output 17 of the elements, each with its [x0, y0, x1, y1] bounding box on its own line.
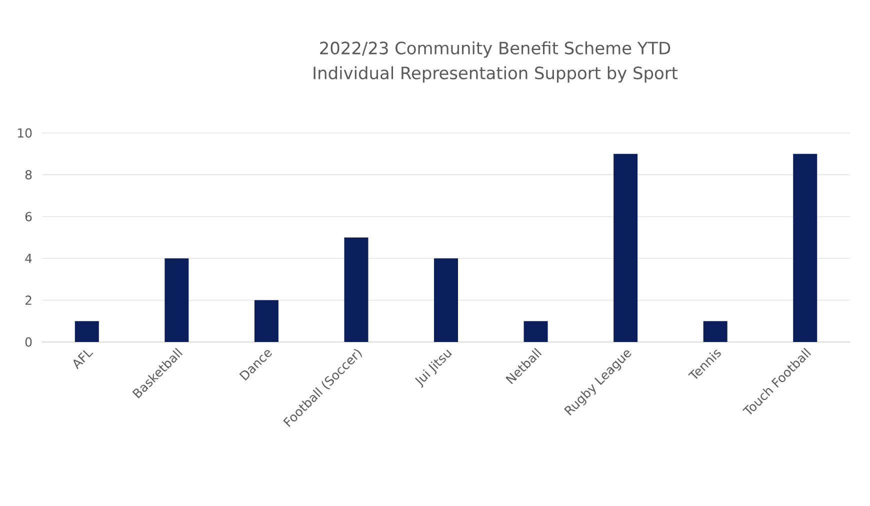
- y-tick-label: 10: [18, 128, 32, 138]
- bar: [703, 321, 728, 342]
- bar: [344, 237, 368, 342]
- y-tick-label: 6: [25, 212, 32, 222]
- x-tick-label: AFL: [73, 350, 94, 370]
- chart-title: 2022/23 Community Benefit Scheme YTD Individual Representation Support by Sport: [314, 41, 678, 83]
- y-tick-label: 0: [25, 337, 32, 347]
- bar: [614, 154, 638, 342]
- y-tick-label: 4: [25, 254, 32, 263]
- bar: [524, 321, 548, 342]
- y-tick-label: 2: [25, 296, 32, 305]
- bar: [74, 321, 99, 342]
- bar: [164, 258, 189, 342]
- bar: [254, 300, 278, 342]
- bar: [434, 258, 458, 342]
- y-tick-label: 8: [25, 170, 32, 180]
- bar: [793, 154, 818, 342]
